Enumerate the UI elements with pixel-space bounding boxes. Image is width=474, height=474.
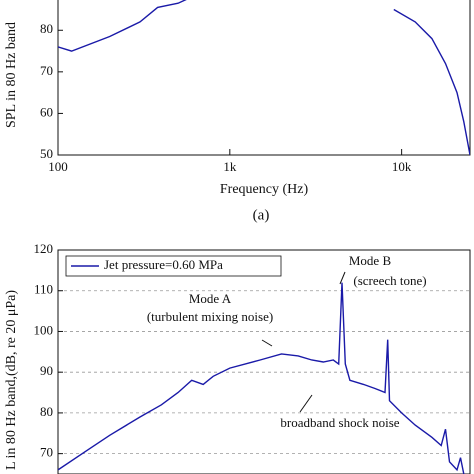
plot-frame: [57, 0, 471, 156]
caption: (a): [253, 207, 270, 223]
y-tick-label: 60: [40, 104, 53, 119]
x-axis-label: Frequency (Hz): [220, 182, 309, 197]
y-tick-label: 70: [40, 63, 53, 78]
arrow: [299, 394, 313, 413]
y-tick-label: 100: [34, 322, 54, 337]
arrow: [261, 339, 273, 347]
y-tick-label: 80: [40, 404, 53, 419]
y-tick-label: 90: [40, 363, 53, 378]
x-tick-label: 100: [48, 159, 68, 174]
annotation: (turbulent mixing noise): [147, 309, 273, 324]
y-tick-label: 110: [34, 282, 53, 297]
y-axis-label: SPL in 80 Hz band: [4, 22, 19, 128]
annotation: broadband shock noise: [280, 415, 399, 430]
data-line: [58, 0, 470, 155]
y-tick-label: 120: [34, 241, 54, 256]
annotation: Mode B: [349, 253, 392, 268]
y-tick-label: 80: [40, 21, 53, 36]
annotation: (screech tone): [353, 273, 426, 288]
y-tick-label: 50: [40, 146, 53, 161]
y-axis-label: L in 80 Hz band,(dB, re 20 μPa): [4, 290, 19, 470]
data-line: [58, 282, 465, 474]
legend-box: [65, 255, 282, 277]
arrow: [339, 271, 346, 285]
legend-label: Jet pressure=0.60 MPa: [104, 257, 223, 272]
x-tick-label: 1k: [223, 159, 237, 174]
plot-frame: [57, 249, 471, 474]
y-tick-label: 70: [40, 445, 53, 460]
x-tick-label: 10k: [392, 159, 412, 174]
annotation: Mode A: [189, 291, 232, 306]
